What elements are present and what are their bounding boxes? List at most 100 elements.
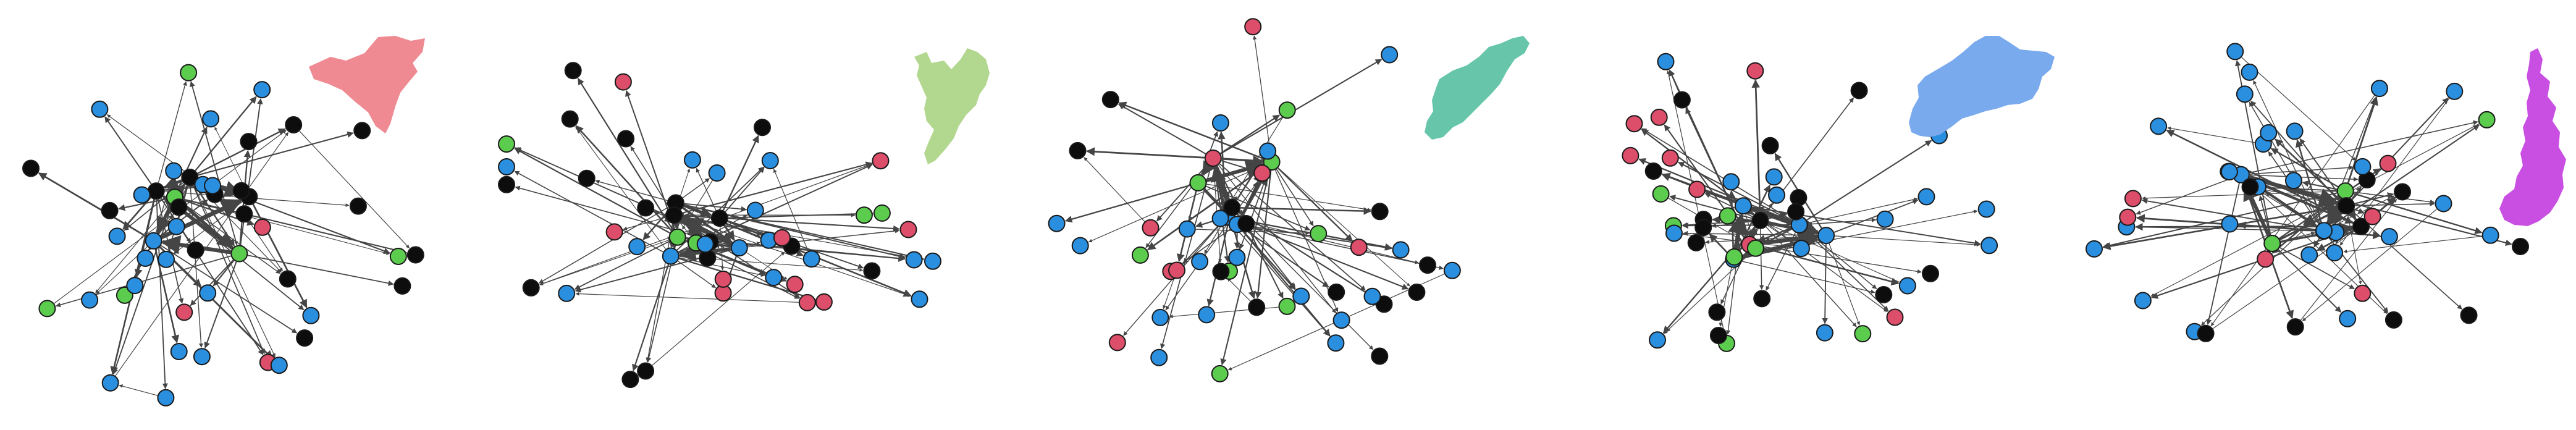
- edge: [1638, 158, 1792, 222]
- node: [1917, 188, 1935, 206]
- node: [108, 227, 126, 245]
- edge: [190, 80, 238, 245]
- node: [1408, 284, 1426, 301]
- edge: [95, 203, 170, 293]
- edge: [156, 200, 168, 389]
- edge: [2150, 123, 2480, 297]
- edge: [1224, 117, 1283, 211]
- node: [1886, 308, 1904, 326]
- nodes-panel-3: [1048, 18, 1461, 382]
- node: [1071, 237, 1089, 255]
- node: [1661, 149, 1679, 167]
- edge: [1751, 228, 1757, 237]
- node: [498, 135, 515, 153]
- node: [2394, 183, 2411, 201]
- node: [1168, 261, 1185, 279]
- edge: [1244, 229, 1329, 288]
- edge: [696, 167, 717, 211]
- node: [2260, 124, 2278, 141]
- node: [924, 252, 941, 270]
- edge: [154, 249, 180, 344]
- node: [2226, 43, 2244, 61]
- network-panel-1: [22, 36, 425, 407]
- edge: [2302, 180, 2338, 190]
- node: [101, 374, 119, 392]
- edge: [2279, 247, 2355, 290]
- node: [187, 241, 204, 259]
- node: [147, 182, 165, 200]
- node: [2315, 222, 2333, 240]
- node: [22, 159, 40, 177]
- node: [204, 177, 222, 195]
- edge: [1234, 219, 1409, 290]
- edge: [1086, 147, 1205, 159]
- edge: [1239, 170, 1269, 250]
- edge: [514, 147, 732, 245]
- edge: [1220, 170, 1271, 366]
- node: [2446, 82, 2464, 100]
- nodes-panel-4: [1622, 53, 1998, 352]
- edge: [539, 239, 670, 285]
- node: [1980, 237, 1998, 255]
- node: [180, 64, 198, 82]
- node: [167, 217, 185, 235]
- node: [2338, 197, 2355, 215]
- edge: [1231, 223, 1331, 337]
- edge: [158, 214, 174, 235]
- node: [1694, 219, 1712, 237]
- node: [394, 277, 411, 295]
- edge: [1740, 202, 1754, 216]
- edge: [1234, 219, 1420, 264]
- node: [1734, 197, 1752, 215]
- node: [2286, 318, 2304, 336]
- edge: [1806, 140, 1932, 221]
- edge: [1641, 129, 1737, 201]
- node: [1875, 286, 1893, 303]
- node: [285, 116, 303, 133]
- node: [1211, 209, 1229, 227]
- node: [230, 245, 248, 263]
- edge: [1669, 195, 1753, 219]
- node: [1371, 203, 1389, 221]
- node: [158, 250, 175, 268]
- node: [1381, 46, 1399, 64]
- edge: [1809, 238, 1819, 245]
- node: [798, 293, 816, 311]
- node: [232, 182, 250, 200]
- edge: [574, 240, 670, 290]
- node: [165, 162, 183, 180]
- node: [1688, 180, 1706, 198]
- edge: [190, 185, 203, 348]
- edge: [682, 216, 774, 238]
- node: [708, 164, 726, 182]
- network-panel-3: [1048, 18, 1530, 382]
- node: [170, 198, 188, 216]
- node: [2134, 292, 2152, 310]
- edge: [1242, 230, 1331, 337]
- edge: [1240, 207, 1371, 215]
- node: [1817, 227, 1835, 245]
- edge: [2302, 208, 2438, 321]
- edge: [575, 292, 799, 303]
- node: [1625, 115, 1643, 133]
- node: [240, 133, 258, 151]
- node: [2220, 163, 2238, 180]
- node: [1751, 211, 1769, 229]
- node: [2435, 195, 2452, 213]
- edge: [1202, 160, 1216, 177]
- edge: [198, 131, 354, 176]
- node: [1753, 290, 1771, 308]
- node: [2284, 172, 2302, 190]
- edge: [214, 127, 246, 189]
- edge: [1749, 210, 1888, 313]
- node: [710, 209, 728, 227]
- node: [637, 199, 655, 217]
- node: [1816, 324, 1833, 342]
- edge: [680, 217, 733, 246]
- node: [2384, 311, 2402, 329]
- edge: [2102, 192, 2338, 249]
- edge: [2352, 211, 2462, 310]
- node: [1248, 298, 1266, 316]
- edge: [155, 179, 172, 233]
- node: [2354, 284, 2372, 302]
